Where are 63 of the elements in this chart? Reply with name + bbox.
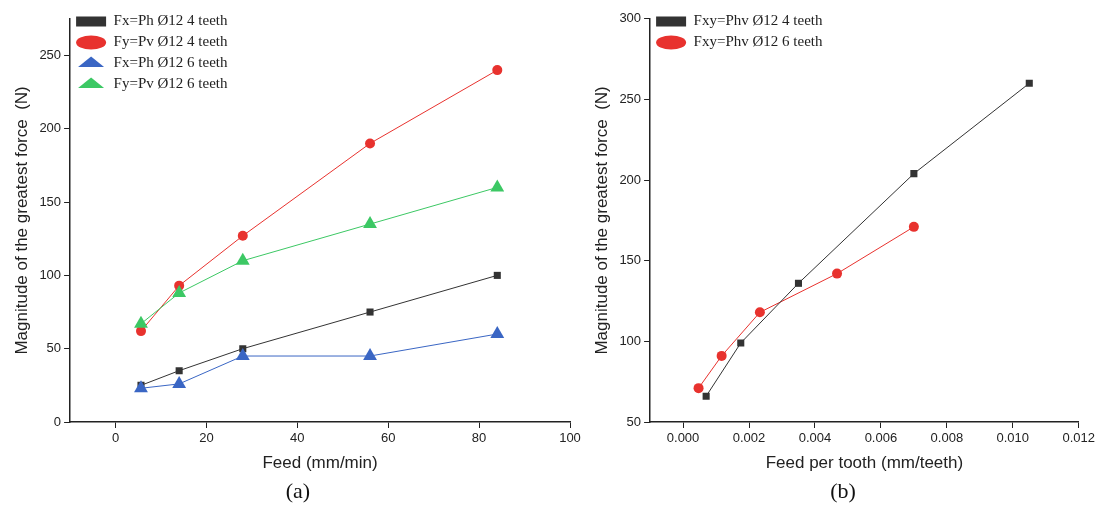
x-tick-label: 0.004 [798, 430, 832, 446]
y-tick-label: 100 [619, 332, 642, 348]
point [235, 348, 250, 361]
y-tick-label: 50 [46, 340, 62, 356]
point [492, 65, 503, 76]
legend-label: Fxy=Phv Ø12 6 teeth [693, 33, 823, 50]
point [908, 221, 919, 232]
point [490, 326, 505, 339]
point [910, 170, 918, 178]
point [716, 350, 727, 361]
y-tick-label: 250 [39, 47, 62, 63]
y-tick-label: 150 [619, 252, 642, 268]
point [490, 179, 505, 192]
legend-label: Fx=Ph Ø12 6 teeth [113, 54, 228, 71]
x-tick-label: 80 [471, 430, 487, 446]
point [832, 268, 843, 279]
x-tick-label: 40 [290, 430, 305, 446]
point [172, 284, 187, 297]
point [1025, 79, 1033, 87]
legend-label: Fxy=Phv Ø12 4 teeth [693, 12, 823, 29]
x-tick-label: 100 [559, 430, 581, 446]
x-tick-label: 0.008 [930, 430, 964, 446]
point [363, 216, 377, 229]
y-tick-label: 100 [39, 266, 62, 282]
y-tick-label: 300 [619, 10, 642, 26]
point [794, 279, 802, 287]
y-tick-label: 150 [39, 193, 62, 209]
point [237, 230, 248, 241]
point [754, 307, 765, 318]
legend-label: Fx=Ph Ø12 4 teeth [113, 12, 228, 29]
point [737, 339, 745, 347]
text: (a) [284, 478, 312, 504]
legend-label: Fy=Pv Ø12 4 teeth [113, 33, 228, 50]
point [134, 315, 148, 328]
point [493, 271, 501, 279]
y-tick-label: 50 [626, 413, 642, 429]
x-tick-label: 0.012 [1062, 430, 1096, 446]
x-tick-label: 0.006 [864, 430, 898, 446]
y-tick-label: 250 [619, 91, 642, 107]
point [172, 375, 187, 388]
point [693, 383, 704, 394]
point [365, 138, 376, 149]
point [366, 308, 374, 316]
text: (b) [829, 478, 857, 504]
x-tick-label: 0.000 [666, 430, 700, 446]
y-tick-label: 200 [39, 120, 62, 136]
point [134, 380, 148, 393]
y-axis-title: Magnitude of the greatest force (N) [591, 86, 611, 355]
point [702, 392, 710, 400]
y-tick-label: 200 [619, 171, 642, 187]
x-tick-label: 0 [111, 430, 120, 446]
x-tick-label: 20 [199, 430, 214, 446]
y-axis-title: Magnitude of the greatest force (N) [11, 86, 31, 355]
x-tick-label: 60 [380, 430, 396, 446]
x-tick-label: 0.010 [996, 430, 1030, 446]
x-axis-title: Feed (mm/min) [262, 453, 378, 473]
y-tick-label: 0 [53, 413, 62, 429]
legend-label: Fy=Pv Ø12 6 teeth [113, 75, 228, 92]
x-axis-title: Feed per tooth (mm/teeth) [765, 453, 964, 473]
point [175, 367, 183, 375]
point [235, 252, 250, 265]
point [363, 348, 377, 361]
x-tick-label: 0.002 [732, 430, 766, 446]
